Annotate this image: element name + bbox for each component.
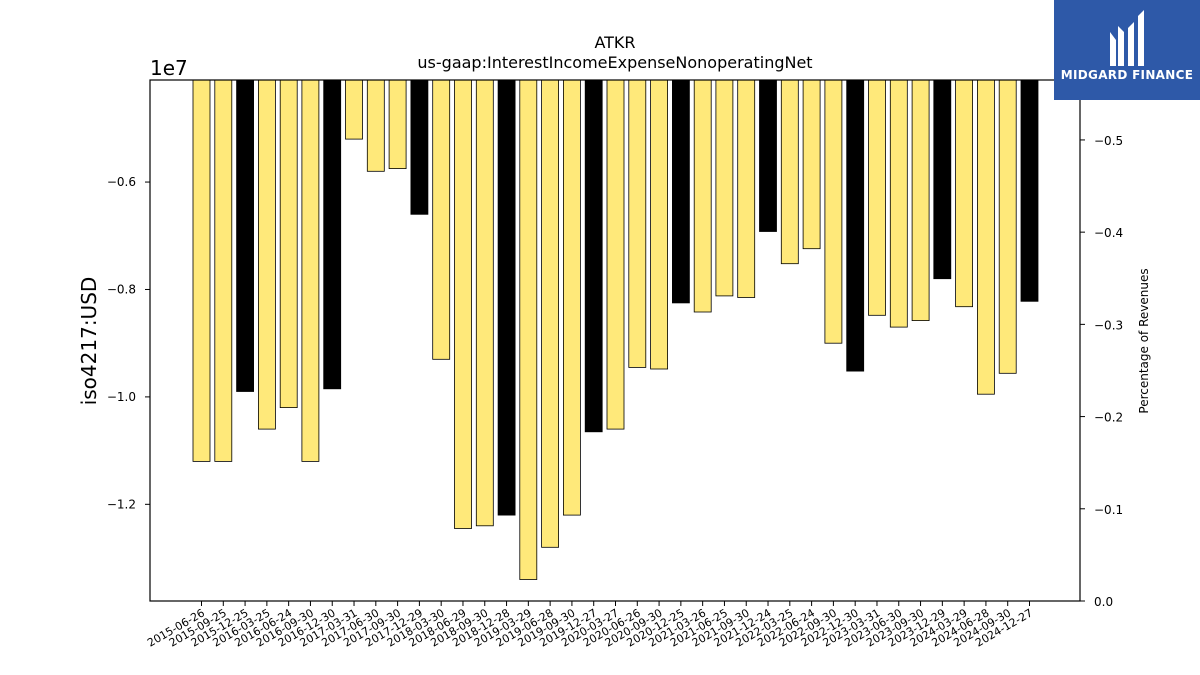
y-tick-label: −0.6 (107, 175, 136, 189)
bar-2023-09-30 (911, 79, 930, 322)
bar-2022-03-25 (780, 79, 799, 265)
bar-2024-12-27 (1020, 79, 1039, 302)
bar-2023-06-30 (889, 79, 908, 328)
bar-2018-06-29 (454, 79, 472, 529)
bar-2018-12-28 (497, 79, 516, 516)
y-tick-label: −1.2 (107, 497, 136, 511)
midgard-logo-icon (1110, 10, 1144, 66)
y2-axis-label: Percentage of Revenues (1137, 268, 1151, 413)
bar-2016-06-24 (279, 79, 298, 409)
brand-logo-text: MIDGARD FINANCE (1060, 68, 1194, 82)
y2-tick-label: 0.0 (1094, 595, 1113, 609)
bar-2021-03-26 (693, 79, 712, 313)
y-tick-label: −1.0 (107, 390, 136, 404)
bar-2024-09-30 (998, 79, 1017, 374)
bar-2022-06-24 (802, 79, 821, 250)
bar-2020-09-30 (650, 79, 668, 370)
bar-2021-06-25 (715, 79, 734, 297)
bar-2016-09-30 (301, 79, 320, 462)
bar-2015-12-25 (236, 79, 255, 392)
bar-2017-12-29 (410, 79, 429, 215)
bar-2019-03-29 (519, 79, 538, 580)
y-axis-label: iso4217:USD (77, 277, 101, 406)
bar-2024-03-29 (955, 79, 973, 308)
bar-2020-03-27 (606, 79, 625, 430)
y2-tick-label: −0.1 (1094, 503, 1123, 517)
bar-2016-03-25 (257, 79, 276, 430)
bar-2021-09-30 (737, 79, 756, 298)
bar-2017-06-30 (366, 79, 385, 172)
y2-tick-label: −0.5 (1094, 134, 1123, 148)
brand-logo: MIDGARD FINANCE (1054, 0, 1200, 100)
bar-2019-09-30 (563, 79, 581, 516)
bar-2015-06-26 (192, 79, 211, 462)
axes-group: −0.6−0.8−1.0−1.2−0.5−0.4−0.3−0.2−0.10.02… (107, 79, 1123, 650)
bar-2018-09-30 (475, 79, 494, 527)
bar-2021-12-24 (759, 79, 777, 232)
bar-2024-06-28 (977, 79, 995, 395)
chart-subtitle: us-gaap:InterestIncomeExpenseNonoperatin… (417, 53, 812, 72)
y2-tick-label: −0.2 (1094, 411, 1123, 425)
bars-group (192, 79, 1039, 580)
bar-2016-12-30 (323, 79, 342, 390)
bar-2018-03-30 (432, 79, 451, 360)
y-offset-label: 1e7 (150, 56, 188, 80)
bar-2019-12-27 (584, 79, 603, 433)
bar-2022-12-30 (846, 79, 865, 372)
bar-2019-06-28 (541, 79, 559, 548)
y2-tick-label: −0.4 (1094, 226, 1123, 240)
bar-2020-12-25 (672, 79, 690, 304)
y-tick-label: −0.8 (107, 282, 136, 296)
bar-2022-09-30 (824, 79, 843, 344)
bar-2017-09-30 (388, 79, 407, 169)
y2-tick-label: −0.3 (1094, 318, 1123, 332)
bar-2023-12-29 (933, 79, 952, 280)
bar-2020-06-26 (628, 79, 647, 368)
chart-title: ATKR (594, 33, 635, 52)
bar-2015-09-25 (214, 79, 233, 462)
bar-2017-03-31 (345, 79, 363, 140)
bar-2023-03-31 (868, 79, 886, 316)
